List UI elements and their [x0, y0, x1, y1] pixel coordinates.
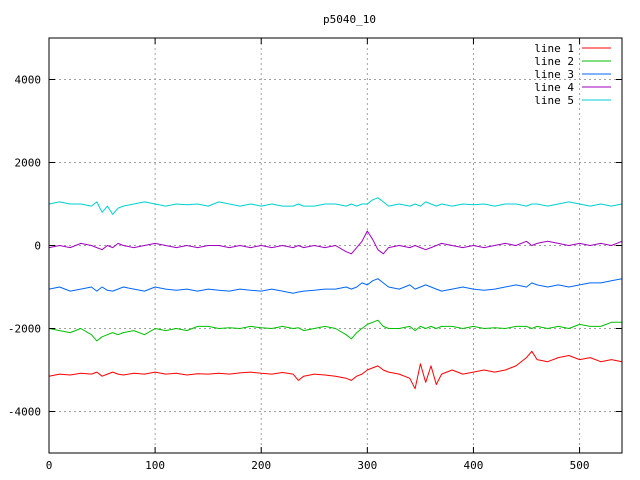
- x-tick-label: 0: [46, 459, 53, 472]
- ticks: 0 100 200 300 400 500 -4000 -2000 0 2000 4000: [8, 38, 622, 472]
- x-tick-label: 400: [464, 459, 484, 472]
- legend-label: line 5: [534, 94, 574, 107]
- y-tick-label: 0: [34, 240, 41, 253]
- series-layer: [48, 197, 623, 390]
- series-line-4: [48, 230, 623, 255]
- y-tick-label: 2000: [15, 157, 42, 170]
- y-tick-label: -2000: [8, 323, 41, 336]
- series-line-2: [48, 319, 622, 342]
- legend-label: line 2: [534, 55, 574, 68]
- x-tick-label: 500: [570, 459, 590, 472]
- x-tick-label: 300: [357, 459, 377, 472]
- x-tick-label: 100: [145, 459, 165, 472]
- x-tick-label: 200: [251, 459, 271, 472]
- y-tick-label: -4000: [8, 406, 41, 419]
- chart-title: p5040_10: [323, 13, 376, 26]
- legend-label: line 1: [534, 42, 574, 55]
- series-line-1: [48, 350, 623, 390]
- legend-label: line 3: [534, 68, 574, 81]
- series-line-5: [48, 197, 623, 215]
- y-tick-label: 4000: [15, 74, 42, 87]
- series-line-3: [48, 278, 623, 294]
- legend-label: line 4: [534, 81, 574, 94]
